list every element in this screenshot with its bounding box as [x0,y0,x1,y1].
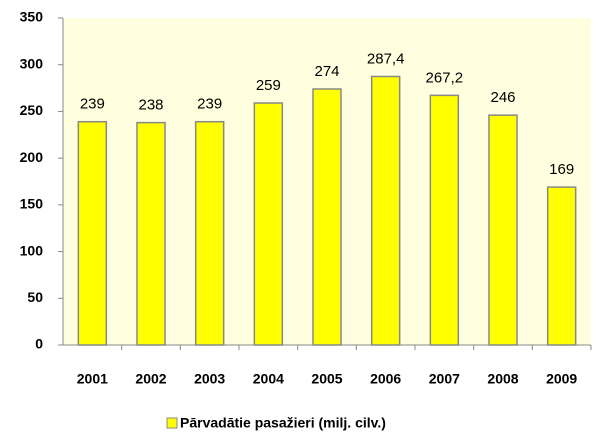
y-tick-label: 250 [20,102,44,118]
x-tick-label: 2005 [311,371,342,387]
x-tick-label: 2003 [194,371,225,387]
value-label: 259 [256,77,281,94]
x-tick-label: 2007 [429,371,460,387]
x-tick-label: 2008 [487,371,518,387]
x-tick-label: 2006 [370,371,401,387]
bar [546,186,577,346]
bar [253,102,284,346]
x-tick-label: 2002 [135,371,166,387]
bar [429,94,460,346]
value-label: 246 [490,89,515,106]
bar [312,88,342,346]
y-tick-label: 200 [20,149,44,165]
value-label: 239 [80,96,105,113]
x-tick-label: 2001 [77,371,108,387]
y-tick-label: 150 [20,196,44,212]
bar [488,114,518,346]
y-tick-label: 300 [20,55,44,71]
value-label: 169 [549,161,574,178]
bar [77,120,108,346]
value-label: 267,2 [426,69,464,86]
y-tick-label: 0 [35,336,43,352]
value-label: 238 [138,97,163,114]
bar [194,120,225,346]
legend-label: Pārvadātie pasažieri (milj. cilv.) [180,415,386,431]
x-tick-label: 2004 [253,371,284,387]
bar [136,121,166,346]
y-tick-label: 50 [27,289,43,305]
bar [370,75,401,346]
x-tick-label: 2009 [546,371,577,387]
y-tick-label: 350 [20,9,44,25]
legend-swatch [166,417,178,429]
value-label: 239 [197,96,222,113]
value-label: 287,4 [367,50,405,67]
value-label: 274 [314,63,339,80]
y-tick-label: 100 [20,242,44,258]
